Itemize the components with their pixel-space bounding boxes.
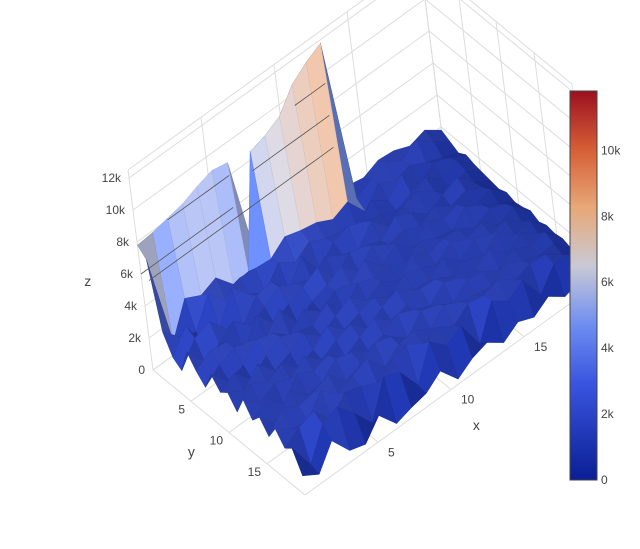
z-axis-title: z bbox=[84, 273, 91, 289]
surface-patch bbox=[291, 448, 320, 477]
grid-line bbox=[432, 62, 586, 189]
3d-scene[interactable]: 0 2k 4k 6k 8k 10k 12k 5 10 15 5 10 15 z y x bbox=[84, 0, 598, 496]
contour-line bbox=[294, 82, 326, 106]
colorbar-tick-label: 8k bbox=[601, 209, 615, 223]
colorbar-tick-label: 6k bbox=[601, 275, 615, 289]
contour-line bbox=[167, 175, 230, 221]
z-tick-label: 2k bbox=[128, 331, 142, 345]
axis-ticks: 0 2k 4k 6k 8k 10k 12k 5 10 15 5 10 15 z y x bbox=[84, 171, 547, 479]
z-tick-label: 6k bbox=[120, 267, 134, 281]
grid-line bbox=[128, 0, 377, 179]
contour-line bbox=[148, 146, 334, 281]
grid-line bbox=[127, 0, 365, 171]
grid-line bbox=[425, 0, 578, 125]
z-tick-label: 4k bbox=[124, 299, 138, 313]
z-tick-label: 10k bbox=[106, 203, 126, 217]
grid-line bbox=[460, 0, 574, 93]
grid-line bbox=[436, 94, 590, 221]
y-tick-label: 15 bbox=[248, 465, 262, 479]
z-tick-label: 0 bbox=[138, 363, 145, 377]
grid-line bbox=[495, 21, 522, 222]
z-tick-label: 8k bbox=[116, 235, 130, 249]
grid-line bbox=[458, 0, 484, 191]
x-tick-label: 5 bbox=[388, 445, 395, 459]
grid-line bbox=[304, 283, 598, 496]
y-tick-label: 5 bbox=[178, 402, 185, 416]
colorbar-tick-label: 10k bbox=[601, 143, 621, 157]
colorbar-tick-label: 4k bbox=[601, 341, 615, 355]
colorbar-bar bbox=[569, 90, 598, 481]
z-tick-label: 12k bbox=[102, 171, 122, 185]
colorbar-tick-label: 2k bbox=[601, 407, 615, 421]
grid-line bbox=[469, 0, 573, 85]
x-tick-label: 15 bbox=[534, 340, 548, 354]
x-tick-label: 10 bbox=[461, 393, 475, 407]
grid-line bbox=[127, 169, 154, 371]
colorbar: 0 2k 4k 6k 8k 10k bbox=[569, 90, 621, 487]
grid-line bbox=[533, 52, 560, 253]
grid-line bbox=[132, 0, 425, 211]
x-axis-title: x bbox=[473, 417, 480, 433]
surface-mesh bbox=[137, 42, 597, 477]
contour-line bbox=[140, 207, 234, 275]
colorbar-ticks: 0 2k 4k 6k 8k 10k bbox=[601, 143, 621, 487]
contour-line bbox=[252, 114, 330, 172]
grid-line bbox=[428, 30, 582, 157]
grid-line bbox=[424, 0, 446, 160]
y-axis-title: y bbox=[188, 443, 195, 459]
y-tick-label: 10 bbox=[210, 434, 224, 448]
colorbar-tick-label: 0 bbox=[601, 473, 608, 487]
grid-line bbox=[440, 126, 594, 253]
